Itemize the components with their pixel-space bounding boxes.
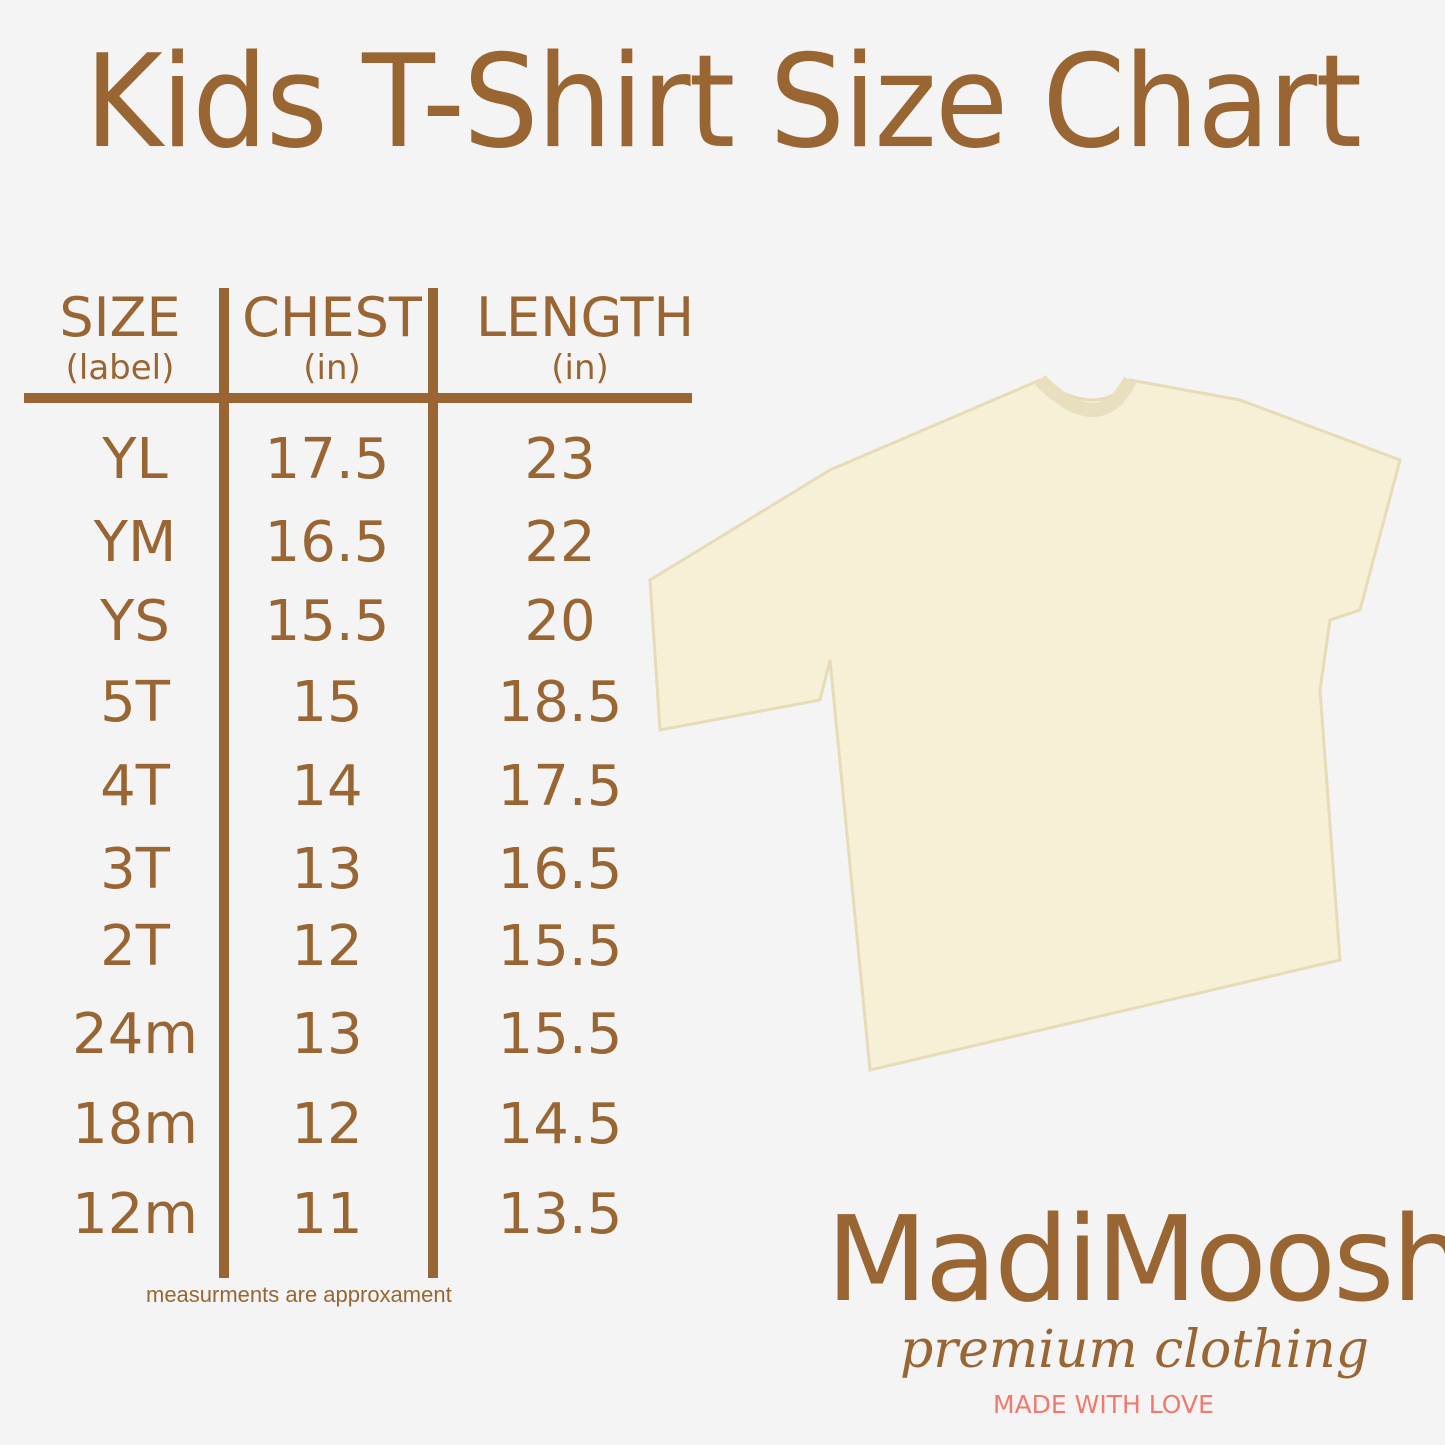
brand-slogan: MADE WITH LOVE [993, 1390, 1214, 1419]
cell-length: 13.5 [497, 1182, 623, 1247]
cell-length: 18.5 [497, 670, 623, 735]
tshirt-image [648, 375, 1402, 1072]
cell-length: 14.5 [497, 1092, 623, 1157]
cell-length: 23 [524, 427, 596, 492]
header-length-unit: (in) [551, 348, 609, 388]
cell-length: 22 [524, 510, 596, 575]
cell-size: 24m [72, 1002, 198, 1067]
cell-length: 15.5 [497, 1002, 623, 1067]
cell-size: YS [100, 589, 170, 654]
brand-tagline: premium clothing [900, 1320, 1370, 1380]
cell-length: 16.5 [497, 837, 623, 902]
cell-chest: 15 [291, 670, 363, 735]
header-chest: CHEST [242, 286, 422, 349]
cell-chest: 14 [291, 754, 363, 819]
brand-logo: MadiMoosh [826, 1190, 1445, 1328]
header-size: SIZE [59, 286, 181, 349]
cell-chest: 12 [291, 914, 363, 979]
cell-length: 15.5 [497, 914, 623, 979]
column-divider [219, 288, 229, 1278]
cell-chest: 12 [291, 1092, 363, 1157]
cell-length: 17.5 [497, 754, 623, 819]
header-length: LENGTH [475, 286, 695, 349]
cell-length: 20 [524, 589, 596, 654]
cell-chest: 11 [291, 1182, 363, 1247]
cell-size: 12m [72, 1182, 198, 1247]
cell-chest: 13 [291, 1002, 363, 1067]
measurement-note: measurments are approxament [146, 1282, 452, 1307]
header-divider [24, 393, 692, 403]
cell-size: 5T [100, 670, 170, 735]
cell-size: YM [93, 510, 177, 575]
header-chest-unit: (in) [303, 348, 361, 388]
cell-size: 2T [100, 914, 170, 979]
cell-chest: 13 [291, 837, 363, 902]
column-divider [428, 288, 438, 1278]
cell-chest: 16.5 [264, 510, 390, 575]
cell-size: 4T [100, 754, 170, 819]
page-title: Kids T-Shirt Size Chart [84, 28, 1362, 177]
cell-size: 18m [72, 1092, 198, 1157]
cell-chest: 17.5 [264, 427, 390, 492]
cell-size: YL [102, 427, 168, 492]
cell-chest: 15.5 [264, 589, 390, 654]
header-size-unit: (label) [65, 348, 175, 388]
cell-size: 3T [100, 837, 170, 902]
